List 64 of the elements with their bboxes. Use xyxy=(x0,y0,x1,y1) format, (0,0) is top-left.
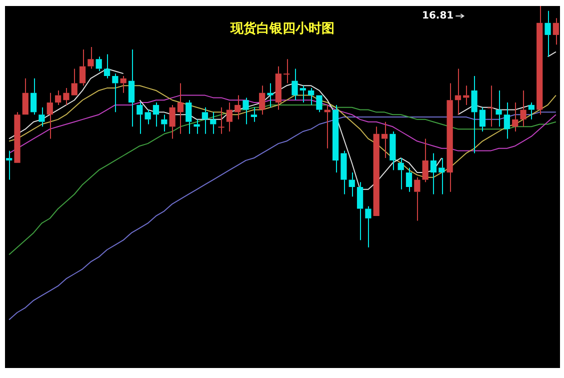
candlestick xyxy=(14,112,20,163)
candlestick xyxy=(504,102,510,140)
candlestick xyxy=(520,90,526,128)
candlestick xyxy=(332,104,339,174)
candlestick xyxy=(88,46,94,70)
candlestick xyxy=(422,138,428,183)
candlestick xyxy=(446,82,453,192)
candlestick xyxy=(479,106,486,132)
candlestick xyxy=(161,114,168,132)
candlestick xyxy=(267,82,274,108)
candlestick xyxy=(552,18,559,46)
candlestick xyxy=(438,158,445,195)
candlestick xyxy=(104,54,110,79)
candlestick xyxy=(275,66,282,110)
candlestick xyxy=(120,75,126,94)
candlestick xyxy=(250,106,257,122)
candlestick xyxy=(54,90,62,106)
candlestick xyxy=(46,92,53,140)
candlestick xyxy=(496,90,502,128)
candlestick xyxy=(512,102,518,132)
candlestick xyxy=(390,130,396,171)
candlestick xyxy=(128,48,135,128)
annotation: 16.81 xyxy=(422,10,454,22)
candlestick xyxy=(430,152,437,195)
candlestick xyxy=(471,75,478,154)
candlestick xyxy=(112,73,118,113)
candlestick xyxy=(365,206,372,248)
candlestick xyxy=(406,167,412,192)
candlestick xyxy=(373,126,380,216)
text: 现货白银四小时图 xyxy=(230,20,334,36)
candlestick xyxy=(71,68,78,96)
candlestick xyxy=(6,150,12,180)
candlestick xyxy=(454,68,462,116)
candlestick xyxy=(38,106,45,128)
candlestick xyxy=(381,121,388,159)
candlestick xyxy=(234,94,241,120)
candlestick xyxy=(186,100,192,134)
candlestick xyxy=(242,97,249,125)
candlestick xyxy=(528,102,534,120)
candlestick xyxy=(414,176,420,222)
candlestick xyxy=(96,56,102,72)
candlestick xyxy=(300,85,306,104)
candlestick xyxy=(340,150,347,195)
candlestick xyxy=(308,88,314,106)
candlestick xyxy=(544,10,551,58)
candlestick xyxy=(348,172,355,198)
candlestick xyxy=(63,88,70,106)
candlestick xyxy=(398,158,404,190)
candlestick xyxy=(259,85,266,116)
candlestick xyxy=(152,102,160,128)
candlestick xyxy=(536,6,543,116)
candlestick xyxy=(79,48,86,86)
candlestick xyxy=(30,78,37,116)
candlestick xyxy=(177,82,184,134)
candlestick xyxy=(144,109,151,125)
candlestick xyxy=(356,182,364,241)
candlestick xyxy=(169,104,176,140)
candlestick xyxy=(292,68,298,101)
candlestick xyxy=(136,102,143,134)
candlestick xyxy=(226,102,233,132)
candlestick xyxy=(202,106,208,134)
candlestick xyxy=(210,112,216,134)
candlestick xyxy=(218,106,224,134)
candlestick xyxy=(22,78,28,115)
